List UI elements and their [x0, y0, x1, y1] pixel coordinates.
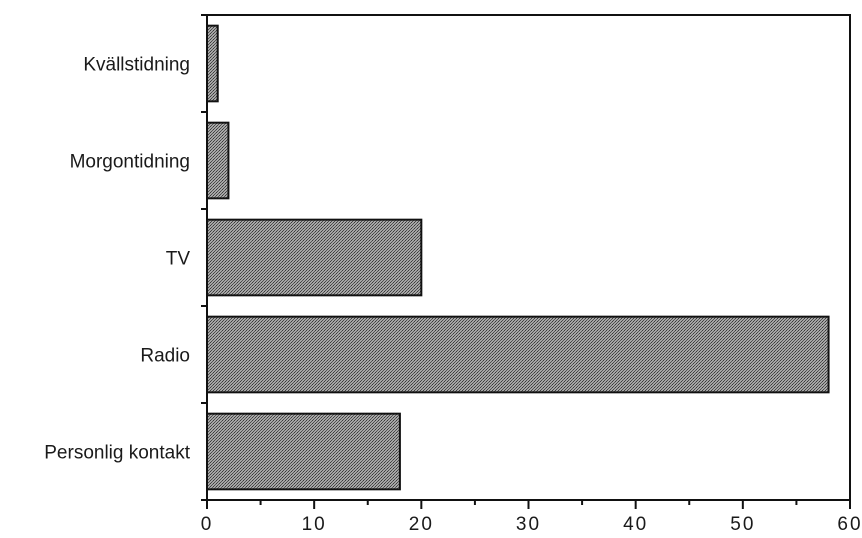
- x-tick-label: 10: [302, 514, 327, 535]
- bar-kvällstidning: [206, 24, 219, 103]
- bar-tv: [206, 218, 423, 297]
- x-tick-label: 60: [837, 514, 862, 535]
- category-label: TV: [166, 249, 191, 270]
- bars-group: [206, 24, 830, 491]
- category-label: Radio: [140, 346, 190, 367]
- x-axis-ticks: [206, 500, 851, 509]
- y-axis-ticks: [201, 14, 207, 501]
- category-label: Morgontidning: [70, 152, 190, 173]
- x-tick-labels: 0 10 20 30 40 50 60: [201, 514, 862, 535]
- x-tick-label: 30: [516, 514, 541, 535]
- bar-personlig-kontakt: [206, 412, 401, 491]
- category-labels: Kvällstidning Morgontidning TV Radio Personl…: [44, 55, 190, 464]
- bar-radio: [206, 315, 830, 394]
- x-tick-label: 40: [623, 514, 648, 535]
- x-tick-label: 20: [409, 514, 434, 535]
- category-label: Kvällstidning: [83, 55, 190, 76]
- x-tick-label: 50: [730, 514, 755, 535]
- category-label: Personlig kontakt: [44, 443, 190, 464]
- x-tick-label: 0: [201, 514, 214, 535]
- bar-morgontidning: [206, 121, 230, 200]
